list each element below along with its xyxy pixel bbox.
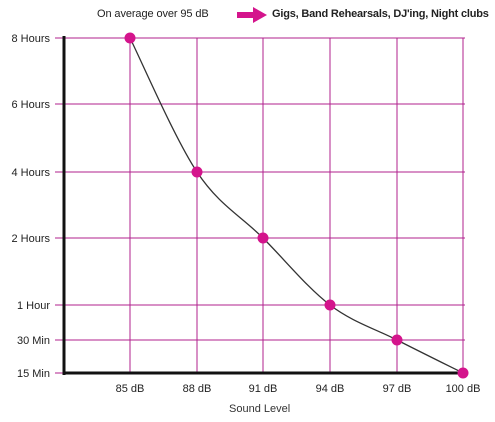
x-axis-title: Sound Level <box>229 403 291 415</box>
arrow-right-icon <box>237 7 267 23</box>
data-point <box>257 232 269 244</box>
chart-header: On average over 95 dB Gigs, Band Rehears… <box>0 0 495 30</box>
data-point <box>391 334 403 346</box>
x-tick-label: 97 dB <box>383 383 412 395</box>
data-point <box>457 367 469 379</box>
x-tick-label: 91 dB <box>249 383 278 395</box>
y-tick-label: 6 Hours <box>11 99 50 111</box>
y-tick-label: 30 Min <box>17 335 50 347</box>
data-point <box>124 32 136 44</box>
series-line <box>129 37 464 374</box>
x-tick-label: 94 dB <box>316 383 345 395</box>
x-tick-label: 85 dB <box>116 383 145 395</box>
y-tick-label: 15 Min <box>17 368 50 380</box>
x-tick-label: 88 dB <box>183 383 212 395</box>
y-tick-label: 4 Hours <box>11 167 50 179</box>
x-tick-label: 100 dB <box>446 383 481 395</box>
header-note: On average over 95 dB <box>97 8 209 20</box>
y-tick-label: 2 Hours <box>11 233 50 245</box>
data-point <box>191 166 203 178</box>
y-tick-label: 8 Hours <box>11 33 50 45</box>
y-tick-label: 1 Hour <box>17 300 50 312</box>
header-target: Gigs, Band Rehearsals, DJ'ing, Night clu… <box>272 8 489 20</box>
data-point <box>324 299 336 311</box>
